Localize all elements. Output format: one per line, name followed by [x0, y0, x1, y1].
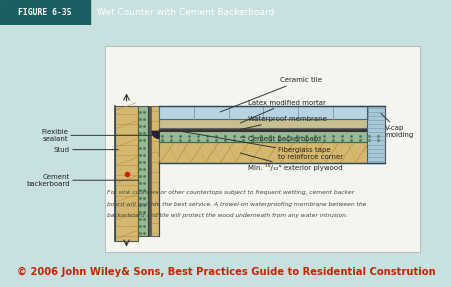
Text: Waterproof membrane: Waterproof membrane	[240, 116, 326, 129]
Text: © 2006 John Wiley& Sons, Best Practices Guide to Residential Constrution: © 2006 John Wiley& Sons, Best Practices …	[17, 267, 434, 277]
Text: Latex modified mortar: Latex modified mortar	[240, 100, 325, 123]
Text: Wet Counter with Cement Backerboard: Wet Counter with Cement Backerboard	[97, 8, 274, 17]
Text: Flexible
sealant: Flexible sealant	[41, 129, 155, 142]
Text: Ceramic tile: Ceramic tile	[220, 77, 321, 112]
Text: Min. ¹⁵/₃₂" exterior plywood: Min. ¹⁵/₃₂" exterior plywood	[240, 153, 342, 171]
Text: Fiberglass tape
to reinforce corner: Fiberglass tape to reinforce corner	[170, 129, 342, 160]
Bar	[105, 46, 419, 252]
Text: backerboard and tile will protect the wood underneath from any water intrusion.: backerboard and tile will protect the wo…	[107, 213, 347, 218]
Text: For sink counters or other countertops subject to frequent wetting, cement backe: For sink counters or other countertops s…	[107, 190, 354, 195]
Bar	[159, 106, 384, 119]
Bar	[138, 106, 147, 236]
Bar	[151, 106, 159, 236]
Text: V-cap
molding: V-cap molding	[380, 113, 412, 138]
Bar	[147, 106, 151, 236]
Bar	[159, 119, 384, 128]
Text: FIGURE 6-35: FIGURE 6-35	[18, 8, 72, 17]
Wedge shape	[152, 131, 159, 138]
Text: Cement
backerboard: Cement backerboard	[27, 174, 138, 187]
Bar	[366, 106, 384, 163]
Bar	[159, 128, 384, 131]
Bar	[0, 0, 90, 25]
Text: Cement backerboard: Cement backerboard	[240, 136, 320, 142]
Text: board will provide the best service. A trowel-on waterproofing membrane between : board will provide the best service. A t…	[107, 202, 366, 207]
Bar	[115, 106, 138, 241]
Bar	[159, 131, 384, 142]
Text: Stud: Stud	[54, 147, 118, 153]
Bar	[159, 142, 384, 163]
